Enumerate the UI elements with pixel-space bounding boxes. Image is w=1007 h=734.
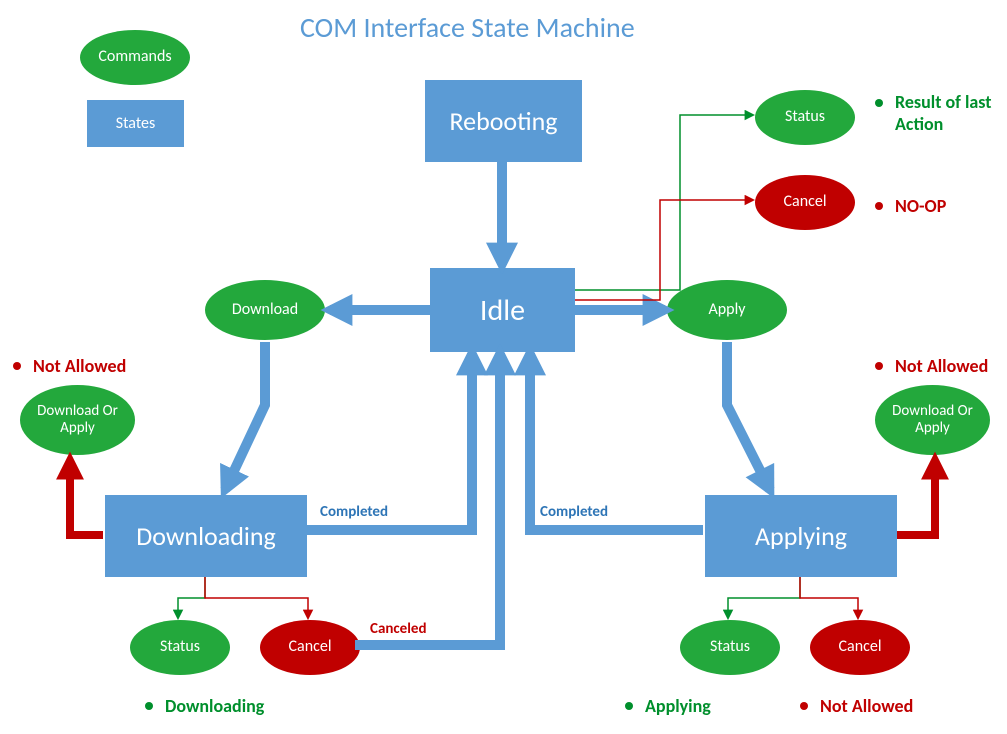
note-text: Result of last Action bbox=[895, 92, 1005, 135]
note-text: Not Allowed bbox=[33, 355, 126, 377]
state-rebooting: Rebooting bbox=[425, 80, 582, 162]
note-result-last: Result of last Action bbox=[875, 92, 1005, 135]
note-text: Not Allowed bbox=[895, 355, 988, 377]
cmd-download-or-apply-right: Download Or Apply bbox=[875, 385, 990, 455]
bullet-icon bbox=[625, 702, 633, 710]
cmd-cancel-bl: Cancel bbox=[260, 620, 360, 675]
cmd-status-bl: Status bbox=[130, 620, 230, 675]
cmd-download: Download bbox=[205, 280, 325, 340]
cmd-status-br: Status bbox=[680, 620, 780, 675]
label-completed-right: Completed bbox=[540, 503, 608, 521]
bullet-icon bbox=[145, 702, 153, 710]
note-downloading: Downloading bbox=[145, 695, 264, 717]
note-not-allowed-tl: Not Allowed bbox=[13, 355, 126, 377]
state-idle: Idle bbox=[430, 268, 575, 352]
cmd-cancel-top: Cancel bbox=[755, 175, 855, 230]
note-not-allowed-br: Not Allowed bbox=[800, 695, 913, 717]
state-applying: Applying bbox=[705, 495, 897, 577]
legend-states: States bbox=[87, 100, 184, 147]
label-canceled: Canceled bbox=[370, 620, 427, 638]
note-not-allowed-tr: Not Allowed bbox=[875, 355, 988, 377]
cmd-status-top: Status bbox=[755, 90, 855, 145]
legend-commands: Commands bbox=[80, 30, 190, 85]
cmd-download-or-apply-left: Download Or Apply bbox=[20, 385, 135, 455]
note-text: Not Allowed bbox=[820, 695, 913, 717]
note-text: NO-OP bbox=[895, 195, 946, 217]
bullet-icon bbox=[875, 362, 883, 370]
cmd-cancel-br: Cancel bbox=[810, 620, 910, 675]
bullet-icon bbox=[13, 362, 21, 370]
state-downloading: Downloading bbox=[105, 495, 307, 577]
cmd-apply: Apply bbox=[667, 280, 787, 340]
note-text: Applying bbox=[645, 695, 711, 717]
label-completed-left: Completed bbox=[320, 503, 388, 521]
note-applying: Applying bbox=[625, 695, 711, 717]
bullet-icon bbox=[800, 702, 808, 710]
bullet-icon bbox=[875, 99, 883, 107]
diagram-title: COM Interface State Machine bbox=[300, 10, 635, 45]
note-text: Downloading bbox=[165, 695, 264, 717]
bullet-icon bbox=[875, 202, 883, 210]
note-noop: NO-OP bbox=[875, 195, 946, 217]
